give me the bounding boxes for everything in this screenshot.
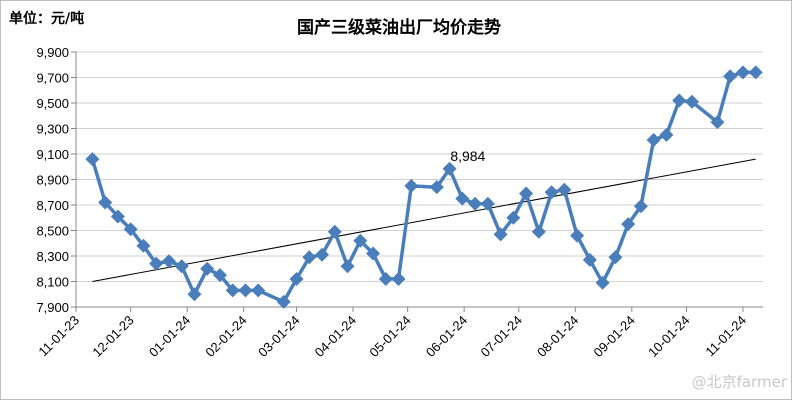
- linear-trendline: [92, 158, 756, 282]
- data-point-marker: [442, 161, 457, 176]
- data-point-marker: [161, 254, 176, 269]
- data-point-marker: [340, 259, 355, 274]
- data-point-marker: [276, 294, 291, 309]
- unit-label: 单位：元/吨: [9, 10, 84, 27]
- data-point-marker: [212, 268, 227, 283]
- data-point-marker: [684, 94, 699, 109]
- x-tick-label: 09-01-24: [591, 313, 638, 360]
- data-point-marker: [748, 65, 763, 80]
- y-axis-ticks: 7,900 8,100 8,300 8,500 8,700 8,900 9,100 9,300…: [36, 45, 76, 315]
- data-point-marker: [468, 196, 483, 211]
- data-point-marker: [455, 191, 470, 206]
- data-point-marker: [608, 250, 623, 265]
- data-point-marker: [238, 283, 253, 298]
- trendline: [92, 158, 756, 282]
- y-tick-label: 7,900: [36, 300, 69, 315]
- series-line: [90, 70, 756, 304]
- x-tick-label: 05-01-24: [366, 313, 413, 360]
- data-point-marker: [149, 256, 164, 271]
- data-point-marker: [710, 115, 725, 130]
- data-point-marker: [353, 233, 368, 248]
- data-point-marker: [570, 228, 585, 243]
- data-point-marker: [110, 209, 125, 224]
- data-point-marker: [595, 275, 610, 290]
- x-tick-label: 11-01-23: [35, 313, 82, 360]
- data-point-marker: [506, 210, 521, 225]
- data-point-marker: [557, 182, 572, 197]
- data-point-marker: [519, 186, 534, 201]
- data-point-marker: [98, 195, 113, 210]
- series-price: [85, 65, 763, 309]
- watermark: @北京farmer: [692, 373, 788, 391]
- data-point-marker: [289, 271, 304, 286]
- data-point-marker: [302, 250, 317, 265]
- data-point-marker: [646, 132, 661, 147]
- y-tick-label: 9,100: [36, 147, 69, 162]
- data-point-marker: [136, 238, 151, 253]
- axes: [75, 52, 763, 308]
- y-tick-label: 9,300: [36, 122, 69, 137]
- data-point-marker: [621, 217, 636, 232]
- data-point-marker: [225, 283, 240, 298]
- y-tick-label: 8,100: [36, 275, 69, 290]
- x-tick-label: 12-01-23: [89, 313, 136, 360]
- data-point-marker: [174, 259, 189, 274]
- annotations: 8,984: [450, 148, 485, 164]
- data-point-marker: [366, 246, 381, 261]
- data-point-marker: [200, 261, 215, 276]
- x-tick-label: 02-01-24: [202, 313, 249, 360]
- data-point-marker: [315, 247, 330, 262]
- y-tick-label: 8,300: [36, 249, 69, 264]
- data-point-marker: [544, 185, 559, 200]
- x-axis-ticks: 11-01-23 12-01-23 01-01-24 02-01-24 03-01-24…: [35, 307, 749, 360]
- data-point-marker: [391, 271, 406, 286]
- x-tick-label: 08-01-24: [534, 313, 581, 360]
- y-tick-label: 8,500: [36, 224, 69, 239]
- x-tick-label: 03-01-24: [255, 313, 302, 360]
- data-point-marker: [672, 93, 687, 108]
- y-tick-label: 9,900: [36, 45, 69, 60]
- data-point-marker: [493, 227, 508, 242]
- y-tick-label: 9,500: [36, 96, 69, 111]
- x-tick-label: 06-01-24: [423, 313, 470, 360]
- x-tick-label: 11-01-24: [702, 313, 749, 360]
- x-tick-label: 07-01-24: [478, 313, 525, 360]
- chart-title: 国产三级菜油出厂均价走势: [297, 17, 501, 38]
- data-point-marker: [378, 271, 393, 286]
- data-point-marker: [582, 252, 597, 267]
- x-tick-label: 10-01-24: [645, 313, 692, 360]
- y-tick-label: 8,700: [36, 198, 69, 213]
- y-tick-label: 8,900: [36, 173, 69, 188]
- data-point-marker: [187, 287, 202, 302]
- x-tick-label: 04-01-24: [312, 313, 359, 360]
- data-point-marker: [659, 127, 674, 142]
- data-point-marker: [480, 196, 495, 211]
- data-point-marker: [251, 283, 266, 298]
- data-point-marker: [723, 69, 738, 84]
- data-point-marker: [735, 65, 750, 80]
- x-tick-label: 01-01-24: [146, 313, 193, 360]
- data-point-marker: [633, 199, 648, 214]
- y-tick-label: 9,700: [36, 71, 69, 86]
- data-point-marker: [429, 180, 444, 195]
- data-point-marker: [404, 178, 419, 193]
- data-label: 8,984: [450, 148, 485, 164]
- data-point-marker: [327, 224, 342, 239]
- data-point-marker: [85, 152, 100, 167]
- data-point-marker: [531, 224, 546, 239]
- data-point-marker: [123, 222, 138, 237]
